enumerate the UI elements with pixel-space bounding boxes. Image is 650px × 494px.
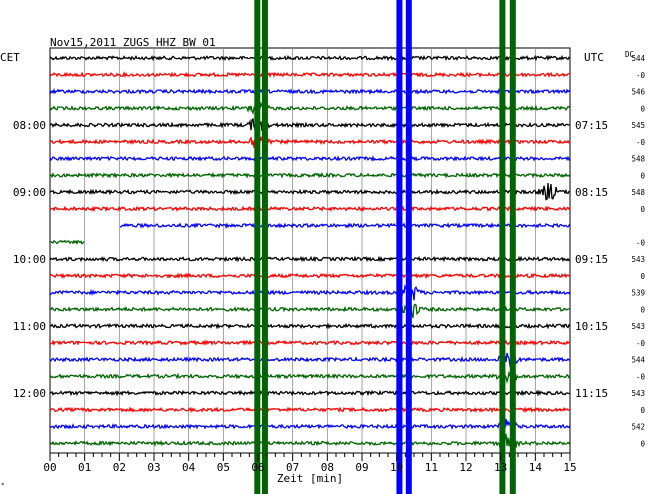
x-tick-label: 03 <box>147 461 160 474</box>
trace-24 <box>49 433 571 450</box>
trace-17 <box>49 322 571 330</box>
trace-9 <box>49 183 571 201</box>
x-tick-label: 15 <box>563 461 576 474</box>
dc-value: 543 <box>631 255 645 264</box>
x-axis: 00 01 02 03 04 05 06 07 08 09 10 11 12 13 14 15 <box>43 453 577 474</box>
x-tick-label: 10 <box>390 461 403 474</box>
left-time-label: 12:00 <box>13 387 46 400</box>
dc-value: 542 <box>631 423 645 432</box>
trace-14 <box>49 272 571 280</box>
trace-23 <box>49 418 571 434</box>
dc-value: -0 <box>636 372 646 381</box>
trace-11 <box>120 222 571 230</box>
dc-value: 539 <box>631 289 645 298</box>
trace-1 <box>49 54 571 62</box>
x-tick-label: 08 <box>321 461 334 474</box>
trace-22 <box>49 406 571 414</box>
right-time-label: 09:15 <box>575 253 608 266</box>
dc-value: 543 <box>631 322 645 331</box>
trace-10 <box>49 205 571 213</box>
trace-3 <box>49 88 571 95</box>
trace-8 <box>49 171 571 179</box>
trace-5 <box>49 117 571 133</box>
trace-18 <box>49 339 570 347</box>
dc-value: 544 <box>631 54 645 63</box>
dc-value: -0 <box>636 71 646 80</box>
x-tick-label: 01 <box>78 461 91 474</box>
traces <box>49 54 571 450</box>
x-axis-label: Zeit [min] <box>277 472 343 485</box>
trace-15 <box>49 284 571 301</box>
x-tick-label: 11 <box>425 461 438 474</box>
trace-13 <box>49 255 571 263</box>
dc-value: 543 <box>631 389 645 398</box>
right-time-label: 08:15 <box>575 186 608 199</box>
dc-value: 0 <box>640 104 645 113</box>
dc-value: -0 <box>636 138 646 147</box>
left-time-label: 08:00 <box>13 119 46 132</box>
trace-19 <box>49 352 571 368</box>
trace-7 <box>49 155 571 162</box>
x-tick-label: 13 <box>494 461 507 474</box>
x-tick-label: 12 <box>459 461 472 474</box>
right-zone-label: UTC <box>584 51 604 64</box>
dc-value: -0 <box>636 339 646 348</box>
dc-value: 548 <box>631 155 645 164</box>
dc-value: 546 <box>631 88 645 97</box>
chart-title: Nov15,2011 ZUGS HHZ BW 01 <box>50 36 216 49</box>
dc-value: 0 <box>640 272 645 281</box>
dc-value: 545 <box>631 121 645 130</box>
x-tick-label: 05 <box>217 461 230 474</box>
time-labels: 08:00 09:00 10:00 11:00 12:00 07:15 08:15 09:15… <box>13 119 608 400</box>
left-time-label: 11:00 <box>13 320 46 333</box>
right-time-label: 07:15 <box>575 119 608 132</box>
dc-value: 548 <box>631 188 645 197</box>
dc-value: 0 <box>640 406 645 415</box>
dc-values: 544 -0 546 0 545 -0 548 0 548 0 -0 543 0 539 0 543 -0 544… <box>631 54 645 448</box>
dc-value: 0 <box>640 305 645 314</box>
trace-2 <box>49 71 571 79</box>
right-time-label: 10:15 <box>575 320 608 333</box>
dc-value: 544 <box>631 356 645 365</box>
x-tick-label: 04 <box>182 461 196 474</box>
trace-4 <box>49 98 571 116</box>
dc-value: -0 <box>636 238 646 247</box>
trace-12 <box>50 239 85 245</box>
x-tick-label: 00 <box>43 461 56 474</box>
dc-value: 0 <box>640 439 645 448</box>
dc-label: DC <box>625 50 634 59</box>
x-tick-label: 02 <box>113 461 126 474</box>
right-time-label: 11:15 <box>575 387 608 400</box>
left-time-label: 10:00 <box>13 253 46 266</box>
trace-21 <box>50 389 571 397</box>
x-tick-label: 14 <box>529 461 543 474</box>
saturated-lines <box>254 0 516 494</box>
trace-16 <box>49 303 571 319</box>
dc-value: 0 <box>640 205 645 214</box>
trace-20 <box>49 370 571 384</box>
x-tick-label: 07 <box>286 461 299 474</box>
left-zone-label: CET <box>0 51 20 64</box>
corner-mark: * <box>1 482 5 489</box>
trace-6 <box>49 136 571 148</box>
x-tick-label: 06 <box>251 461 264 474</box>
x-tick-label: 09 <box>355 461 368 474</box>
left-time-label: 09:00 <box>13 186 46 199</box>
dc-value: 0 <box>640 171 645 180</box>
